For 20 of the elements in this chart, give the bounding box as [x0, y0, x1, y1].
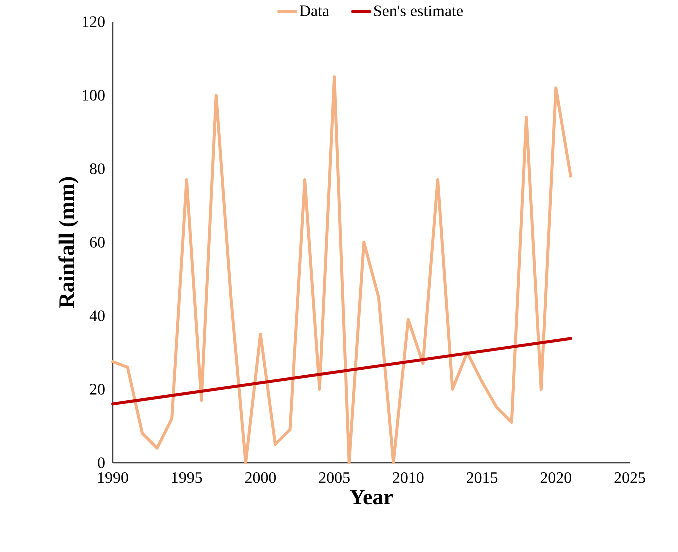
y-tick-label: 20 — [90, 384, 105, 395]
legend-label: Data — [300, 6, 330, 16]
y-tick-label: 0 — [98, 458, 105, 468]
x-tick-label: 1995 — [172, 472, 202, 484]
x-tick-label: 2010 — [393, 472, 424, 484]
y-tick-label: 80 — [90, 164, 105, 174]
line-series — [112, 76, 572, 464]
y-tick-label: 60 — [90, 237, 105, 248]
y-tick-label: 40 — [90, 310, 105, 322]
y-tick-label: 120 — [83, 16, 105, 28]
x-tick-label: 2000 — [245, 472, 276, 484]
x-tick-label: 1990 — [98, 472, 128, 484]
y-axis-title: Rainfall (mm) — [58, 177, 79, 308]
y-tick-label: 100 — [83, 90, 105, 101]
legend-label: Sen's estimate — [374, 6, 463, 16]
x-tick-label: 2005 — [319, 472, 350, 484]
x-axis-title: Year — [350, 490, 393, 505]
x-tick-label: 2025 — [614, 472, 646, 484]
x-tick-label: 2015 — [467, 472, 498, 484]
x-tick-label: 2020 — [540, 472, 572, 484]
